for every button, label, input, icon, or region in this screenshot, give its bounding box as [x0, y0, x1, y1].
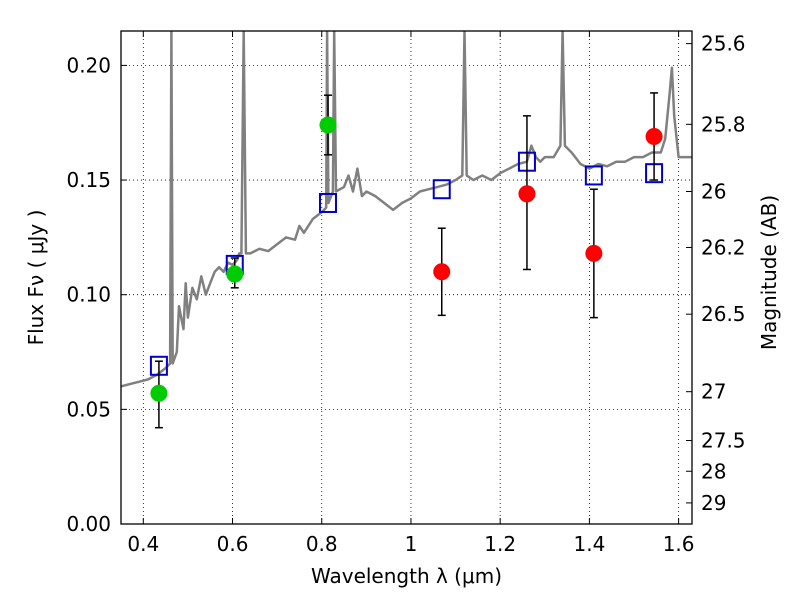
observed-data-point	[585, 244, 603, 262]
x-tick-label: 1.4	[573, 532, 605, 556]
y2-tick-label: 27	[701, 380, 726, 404]
x-tick-label: 1.2	[484, 532, 516, 556]
y-tick-label: 0.15	[66, 168, 111, 192]
y-tick-label: 0.05	[66, 397, 111, 421]
observed-data-point	[645, 127, 663, 145]
y2-tick-label: 26.2	[701, 235, 746, 259]
observed-data-point	[319, 116, 337, 134]
y2-tick-label: 25.6	[701, 32, 746, 56]
y2-tick-label: 25.8	[701, 112, 746, 136]
y-tick-label: 0.00	[66, 512, 111, 536]
x-tick-label: 1	[405, 532, 418, 556]
observed-data-point	[150, 384, 168, 402]
y-tick-label: 0.10	[66, 283, 111, 307]
observed-data-point	[226, 265, 244, 283]
y2-tick-label: 26	[701, 180, 726, 204]
y2-tick-label: 26.5	[701, 302, 746, 326]
x-tick-label: 0.6	[217, 532, 249, 556]
y2-tick-label: 27.5	[701, 429, 746, 453]
observed-data-point	[518, 185, 536, 203]
x-axis-label: Wavelength λ (μm)	[311, 564, 502, 588]
ticks: 0.4 0.6 0.8 1 1.2 1.4 1.6 0.00 0.05 0.10 0.15 0.20 2…	[66, 31, 746, 556]
spectrum-line	[121, 31, 692, 388]
x-tick-label: 1.6	[663, 532, 695, 556]
x-tick-label: 0.8	[306, 532, 338, 556]
y-tick-label: 0.20	[66, 53, 111, 77]
axes-frame	[120, 30, 693, 525]
y2-tick-label: 29	[701, 491, 726, 515]
y2-tick-label: 28	[701, 459, 726, 483]
model-photometry-marker	[584, 165, 603, 186]
y2-axis-label: Magnitude (AB)	[757, 195, 781, 350]
model-photometry-marker	[318, 192, 337, 213]
x-tick-label: 0.4	[127, 532, 159, 556]
grid	[121, 31, 692, 524]
model-photometry-marker	[432, 179, 451, 200]
plot-area	[121, 31, 692, 429]
y-axis-label: Flux Fν ( μJy )	[24, 210, 48, 346]
observed-data-point	[433, 263, 451, 281]
